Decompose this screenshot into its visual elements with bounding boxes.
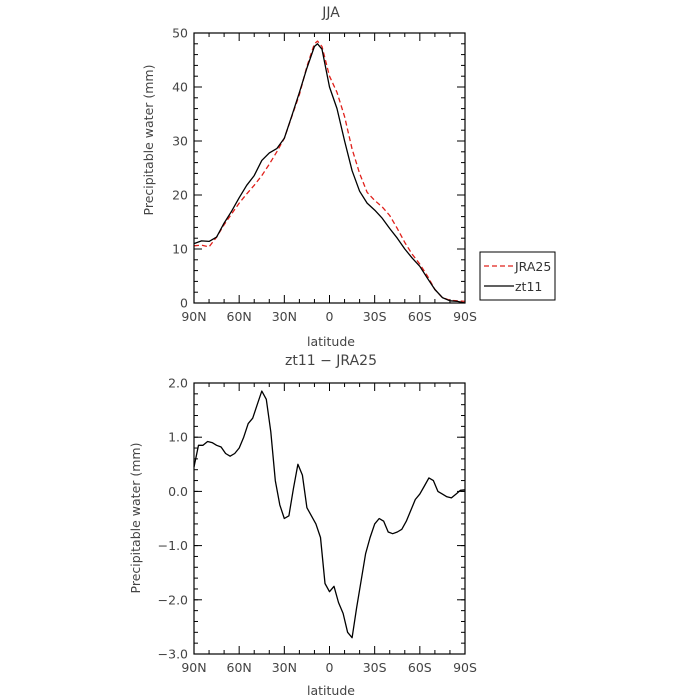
y-tick-label-bottom-1: 1.0 <box>168 430 188 445</box>
x-tick-label-top-2: 30N <box>272 309 297 324</box>
legend-box <box>479 251 556 301</box>
y-tick-label-top-4: 40 <box>172 80 188 95</box>
x-tick-label-top-6: 90S <box>453 309 477 324</box>
legend: JRA25 zt11 <box>479 251 556 301</box>
series-group-bottom <box>193 390 466 639</box>
x-axis-label-bottom: latitude <box>307 683 355 698</box>
x-tick-label-bottom-5: 60S <box>408 660 432 675</box>
y-tick-label-top-1: 10 <box>172 242 188 257</box>
x-tick-label-bottom-0: 90N <box>181 660 206 675</box>
series-line-bottom-difference <box>193 390 466 639</box>
x-tick-label-top-1: 60N <box>227 309 252 324</box>
chart-title-top: JJA <box>321 5 340 21</box>
x-tick-label-bottom-6: 90S <box>453 660 477 675</box>
axes-top: 90N 60N 30N 0 30S 60S 90S 0 10 20 30 40 50 <box>172 26 477 325</box>
x-tick-label-top-3: 0 <box>326 309 334 324</box>
series-line-top-zt11 <box>193 43 466 304</box>
series-group-top <box>193 40 466 304</box>
panel-top: JJA Precipitable water (mm) latitude 90N… <box>141 5 477 349</box>
x-tick-label-bottom-2: 30N <box>272 660 297 675</box>
y-tick-label-bottom-3: −1.0 <box>158 538 188 553</box>
x-tick-label-bottom-3: 0 <box>326 660 334 675</box>
panel-bottom: zt11 − JRA25 Precipitable water (mm) lat… <box>128 353 477 698</box>
chart-title-bottom: zt11 − JRA25 <box>285 353 377 369</box>
legend-label-zt11: zt11 <box>515 279 542 294</box>
x-tick-label-bottom-1: 60N <box>227 660 252 675</box>
x-tick-label-bottom-4: 30S <box>363 660 387 675</box>
plot-frame-top <box>193 32 466 304</box>
y-tick-label-bottom-5: −3.0 <box>158 647 188 662</box>
y-axis-label-top: Precipitable water (mm) <box>141 65 156 216</box>
y-tick-label-top-0: 0 <box>180 296 188 311</box>
y-tick-label-top-3: 30 <box>172 134 188 149</box>
x-tick-label-top-4: 30S <box>363 309 387 324</box>
legend-label-jra25: JRA25 <box>514 259 551 274</box>
y-axis-label-bottom: Precipitable water (mm) <box>128 443 143 594</box>
y-tick-label-bottom-0: 2.0 <box>168 376 188 391</box>
x-tick-label-top-5: 60S <box>408 309 432 324</box>
x-axis-label-top: latitude <box>307 334 355 349</box>
x-tick-label-top-0: 90N <box>181 309 206 324</box>
y-tick-label-bottom-4: −2.0 <box>158 592 188 607</box>
y-tick-label-bottom-2: 0.0 <box>168 484 188 499</box>
y-tick-label-top-2: 20 <box>172 188 188 203</box>
series-line-top-jra25 <box>193 40 466 303</box>
y-tick-label-top-5: 50 <box>172 26 188 41</box>
plot-frame-bottom <box>193 382 466 655</box>
axes-bottom: 90N 60N 30N 0 30S 60S 90S 2.0 1.0 0.0 −1.0 −2.0 −3.0 <box>158 376 477 676</box>
